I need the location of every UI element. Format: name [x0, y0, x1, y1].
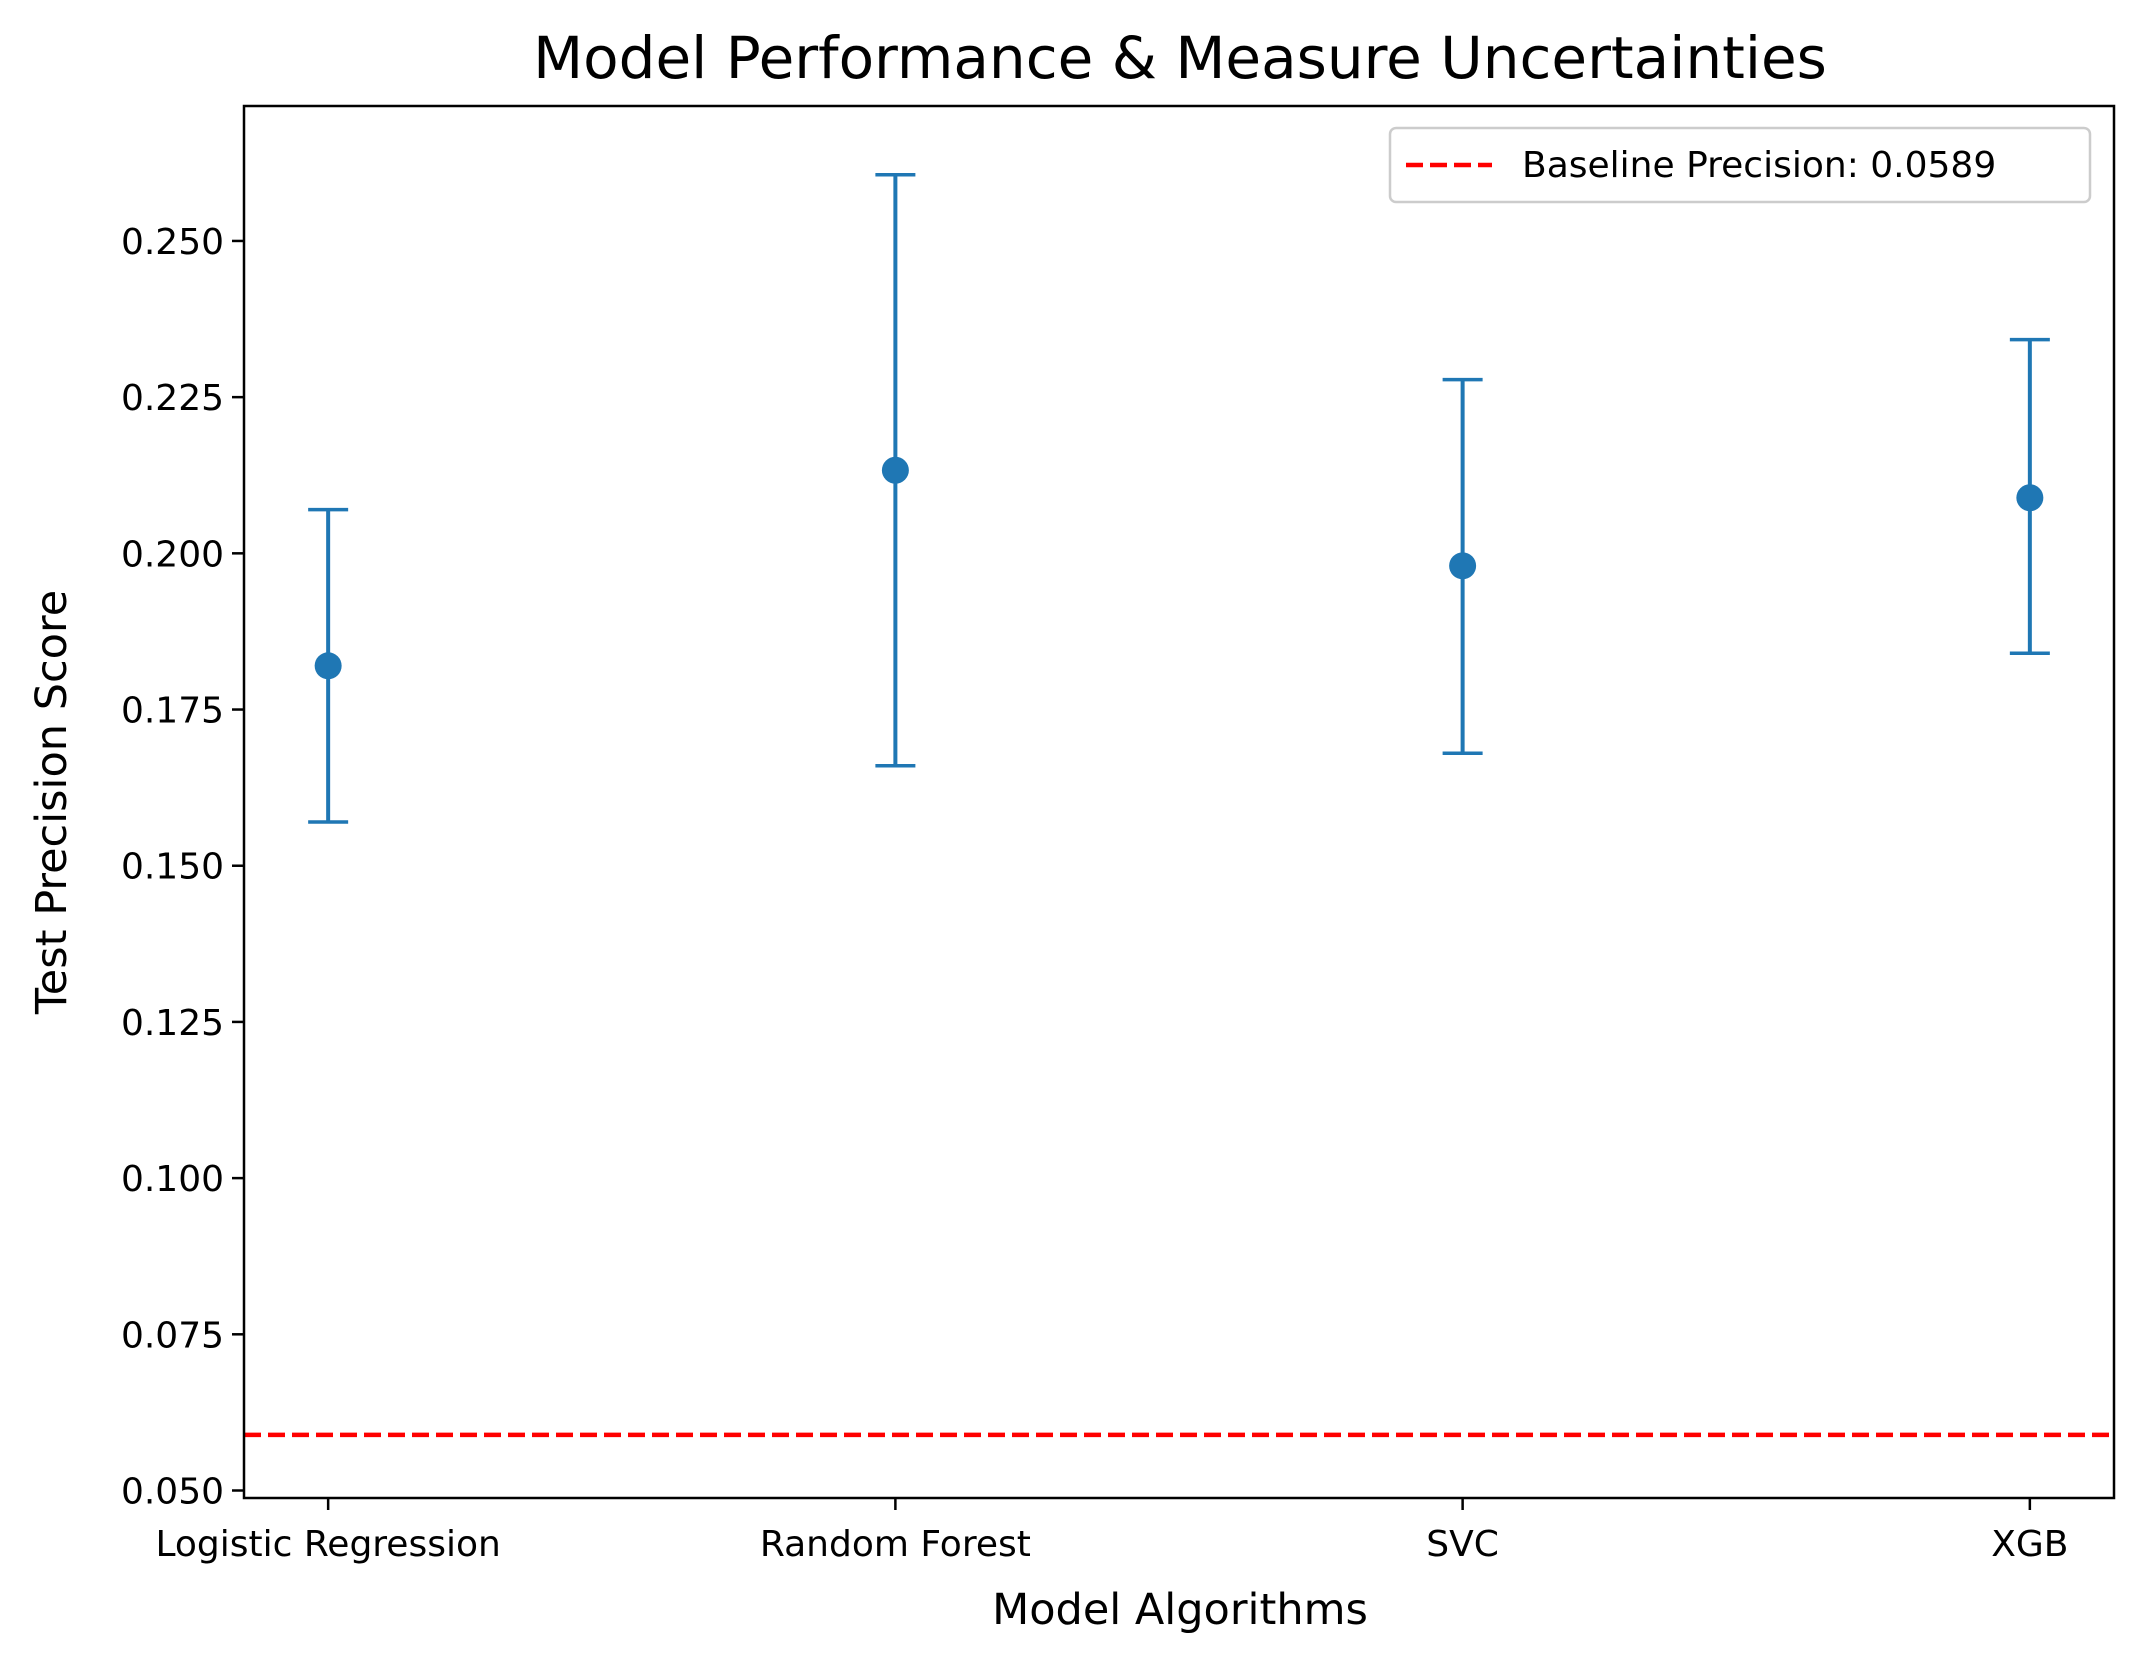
data-point: [314, 652, 342, 680]
x-tick-label: Random Forest: [760, 1524, 1031, 1565]
y-tick-label: 0.150: [121, 847, 224, 888]
x-tick-label: SVC: [1426, 1524, 1499, 1565]
y-tick-label: 0.100: [121, 1159, 224, 1200]
data-point: [881, 456, 909, 484]
x-axis: Logistic Regression Random Forest SVC XGB: [155, 1498, 2068, 1565]
x-tick-label: Logistic Regression: [155, 1524, 500, 1565]
y-axis: 0.050 0.075 0.100 0.125 0.150 0.175 0.200 0.225…: [121, 222, 244, 1513]
legend-box: [1388, 126, 2092, 204]
legend-baseline-label: Baseline Precision: 0.0589: [1522, 145, 1996, 186]
y-tick-label: 0.225: [121, 378, 224, 419]
chart-title: Model Performance & Measure Uncertaintie…: [533, 24, 1827, 92]
y-tick-label: 0.050: [121, 1472, 224, 1513]
data-point: [2016, 484, 2044, 512]
y-tick-label: 0.250: [121, 222, 224, 263]
x-axis-label: Model Algorithms: [992, 1585, 1368, 1635]
y-axis-label: Test Precision Score: [27, 590, 77, 1015]
x-tick-label: XGB: [1991, 1524, 2068, 1565]
y-tick-label: 0.075: [121, 1315, 224, 1356]
y-tick-label: 0.200: [121, 534, 224, 575]
plot-marks: [244, 172, 2114, 1438]
y-tick-label: 0.125: [121, 1003, 224, 1044]
y-tick-label: 0.175: [121, 691, 224, 732]
legend: Baseline Precision: 0.0589: [1388, 126, 2092, 204]
data-point: [1449, 552, 1477, 580]
plot-frame: [242, 104, 2116, 1500]
